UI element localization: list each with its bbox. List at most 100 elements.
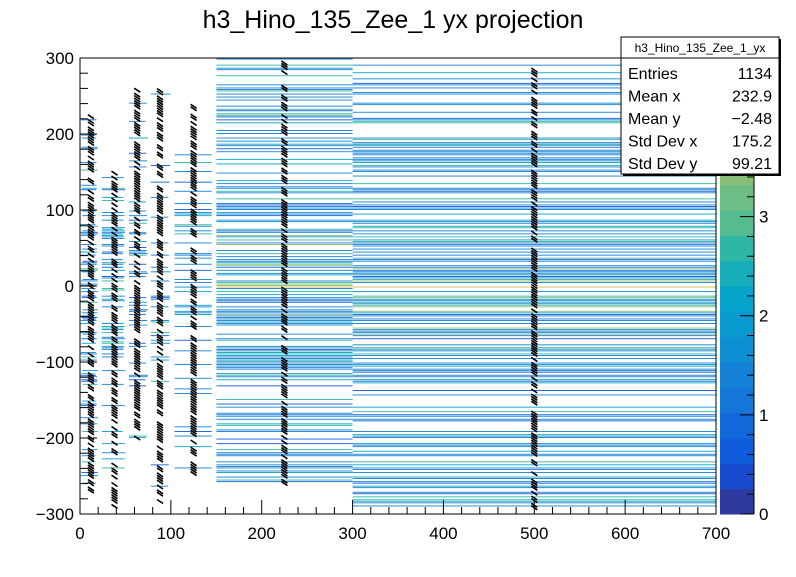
heatmap-bin xyxy=(216,84,353,86)
heatmap-bin xyxy=(216,362,353,364)
error-marker xyxy=(87,150,95,156)
error-marker xyxy=(87,272,95,278)
heatmap-bin xyxy=(172,242,217,244)
error-marker xyxy=(156,489,164,495)
error-marker xyxy=(133,260,141,266)
error-marker xyxy=(156,476,164,483)
error-marker xyxy=(530,69,538,76)
error-marker xyxy=(156,117,164,123)
error-marker xyxy=(111,494,118,500)
error-marker xyxy=(133,423,141,429)
heatmap-bin xyxy=(81,342,96,344)
heatmap-bin xyxy=(216,265,353,267)
error-marker xyxy=(530,293,538,299)
error-marker xyxy=(133,435,141,441)
error-marker xyxy=(133,279,141,286)
error-marker xyxy=(280,313,288,319)
error-marker xyxy=(530,120,538,127)
error-marker xyxy=(530,247,538,253)
error-marker xyxy=(190,385,198,392)
error-marker xyxy=(280,242,288,248)
error-marker xyxy=(111,387,118,393)
error-marker xyxy=(111,406,118,412)
heatmap-bin xyxy=(352,467,716,469)
error-marker xyxy=(190,113,198,119)
error-marker xyxy=(133,141,141,147)
error-marker xyxy=(156,228,164,235)
error-marker xyxy=(280,356,288,363)
error-marker xyxy=(190,424,198,431)
error-marker xyxy=(190,203,198,209)
error-marker xyxy=(530,218,538,224)
error-marker xyxy=(111,304,118,310)
error-marker xyxy=(280,320,288,326)
error-marker xyxy=(530,223,538,229)
error-marker xyxy=(280,249,288,256)
error-marker xyxy=(156,396,164,403)
error-marker xyxy=(190,344,198,350)
error-marker xyxy=(280,318,288,324)
heatmap-bin xyxy=(127,160,148,162)
error-marker xyxy=(190,354,198,360)
error-marker xyxy=(133,121,141,127)
error-marker xyxy=(133,323,141,329)
error-marker xyxy=(280,463,288,470)
error-marker xyxy=(190,380,198,387)
error-marker xyxy=(111,355,118,361)
error-marker xyxy=(87,447,95,453)
z-tick-label: 1 xyxy=(759,406,768,425)
error-marker xyxy=(156,365,164,371)
error-marker xyxy=(156,112,164,118)
heatmap-bin xyxy=(82,383,98,385)
heatmap-bin xyxy=(172,467,217,469)
error-marker xyxy=(530,103,538,110)
heatmap-bin xyxy=(100,383,124,385)
error-marker xyxy=(280,386,288,392)
error-marker xyxy=(530,300,538,307)
error-marker xyxy=(111,360,118,366)
heatmap-bin xyxy=(80,251,97,253)
error-marker xyxy=(156,192,164,198)
heatmap-bin xyxy=(216,350,353,352)
error-marker xyxy=(87,437,95,443)
error-marker xyxy=(111,287,118,293)
heatmap-bin xyxy=(216,204,353,206)
error-marker xyxy=(530,424,538,431)
error-marker xyxy=(190,371,198,377)
error-marker xyxy=(87,230,95,237)
error-marker xyxy=(156,136,164,142)
error-marker xyxy=(530,342,538,348)
heatmap-bin xyxy=(352,271,716,273)
heatmap-bin xyxy=(170,254,214,256)
error-marker xyxy=(87,228,95,234)
error-marker xyxy=(280,201,288,207)
error-marker xyxy=(111,175,118,181)
error-marker xyxy=(111,350,118,356)
stats-box[interactable]: h3_Hino_135_Zee_1_yx Entries 1134 Mean x 232… xyxy=(620,36,781,176)
error-marker xyxy=(190,269,198,275)
stats-label: Std Dev y xyxy=(628,156,697,173)
error-marker xyxy=(280,315,288,321)
error-marker xyxy=(190,213,198,219)
error-marker xyxy=(530,249,538,256)
heatmap-bin xyxy=(352,455,716,457)
error-marker xyxy=(133,97,141,103)
heatmap-bin xyxy=(127,324,148,326)
error-marker xyxy=(530,480,538,487)
error-marker xyxy=(190,115,198,122)
error-marker xyxy=(280,259,288,265)
error-marker xyxy=(87,121,95,127)
error-marker xyxy=(87,126,95,132)
error-marker xyxy=(133,204,141,210)
error-marker xyxy=(280,468,288,475)
error-marker xyxy=(156,207,164,213)
error-marker xyxy=(280,480,288,487)
error-marker xyxy=(280,208,288,214)
error-marker xyxy=(133,311,141,317)
heatmap-bin xyxy=(150,271,171,273)
error-marker xyxy=(111,462,118,468)
error-marker xyxy=(530,261,538,268)
error-marker xyxy=(280,130,288,137)
error-marker xyxy=(280,118,288,124)
error-marker xyxy=(156,423,164,429)
